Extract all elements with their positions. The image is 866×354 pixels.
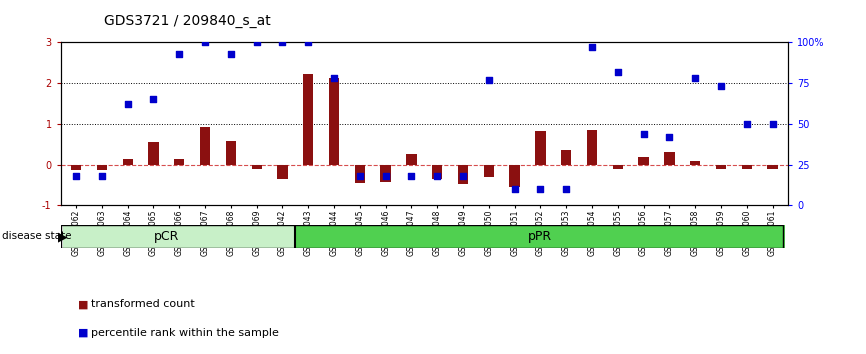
Bar bbox=[251, 165, 262, 169]
Point bbox=[249, 40, 263, 45]
Point bbox=[507, 186, 521, 192]
Point bbox=[637, 131, 650, 137]
Bar bbox=[509, 165, 520, 187]
Point bbox=[378, 173, 392, 179]
Bar bbox=[458, 165, 469, 184]
Point bbox=[95, 173, 109, 179]
Text: transformed count: transformed count bbox=[91, 299, 195, 309]
Bar bbox=[355, 165, 365, 183]
Bar bbox=[174, 159, 184, 165]
Point bbox=[533, 186, 547, 192]
Bar bbox=[277, 165, 288, 179]
Point bbox=[481, 77, 495, 83]
Point bbox=[301, 40, 315, 45]
Bar bbox=[226, 141, 236, 165]
Bar bbox=[329, 78, 339, 165]
Point bbox=[327, 75, 341, 81]
Point bbox=[662, 134, 676, 140]
Bar bbox=[612, 165, 623, 170]
Point bbox=[275, 40, 289, 45]
Point bbox=[146, 97, 160, 102]
Point bbox=[456, 173, 470, 179]
Bar bbox=[638, 157, 649, 165]
Point bbox=[585, 45, 599, 50]
Point bbox=[688, 75, 702, 81]
Bar bbox=[690, 161, 701, 165]
Bar bbox=[484, 165, 494, 177]
Bar bbox=[380, 165, 391, 182]
Text: pCR: pCR bbox=[153, 230, 179, 243]
Point bbox=[353, 173, 367, 179]
Point bbox=[120, 102, 134, 107]
Point bbox=[198, 40, 212, 45]
Bar bbox=[767, 165, 778, 169]
Point bbox=[559, 186, 573, 192]
Text: pPR: pPR bbox=[528, 230, 553, 243]
Text: ■: ■ bbox=[78, 328, 88, 338]
Bar bbox=[97, 165, 107, 170]
Bar bbox=[303, 74, 313, 165]
Bar bbox=[741, 165, 752, 169]
Point bbox=[404, 173, 418, 179]
Bar bbox=[406, 154, 417, 165]
Point bbox=[740, 121, 753, 127]
Text: disease state: disease state bbox=[2, 232, 71, 241]
Bar bbox=[295, 225, 785, 248]
Bar bbox=[535, 131, 546, 165]
Bar bbox=[664, 153, 675, 165]
Point bbox=[172, 51, 186, 57]
Point bbox=[766, 121, 779, 127]
Point bbox=[611, 69, 624, 75]
Point bbox=[224, 51, 238, 57]
Bar bbox=[561, 150, 572, 165]
Bar bbox=[716, 165, 727, 169]
Bar bbox=[200, 127, 210, 165]
Bar bbox=[587, 130, 598, 165]
Text: ▶: ▶ bbox=[58, 230, 68, 243]
Point bbox=[714, 84, 728, 89]
Text: percentile rank within the sample: percentile rank within the sample bbox=[91, 328, 279, 338]
Text: GDS3721 / 209840_s_at: GDS3721 / 209840_s_at bbox=[104, 14, 271, 28]
Bar bbox=[432, 165, 443, 179]
Bar bbox=[71, 165, 81, 170]
Text: ■: ■ bbox=[78, 299, 88, 309]
Bar bbox=[122, 159, 132, 165]
Point bbox=[430, 173, 444, 179]
Bar bbox=[148, 142, 158, 165]
Bar bbox=[63, 225, 295, 248]
Point bbox=[69, 173, 83, 179]
